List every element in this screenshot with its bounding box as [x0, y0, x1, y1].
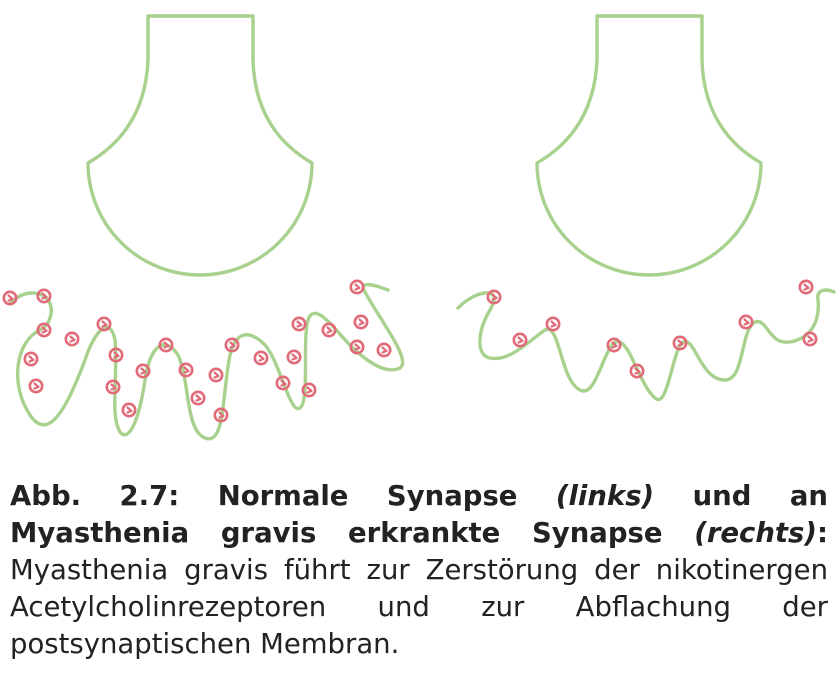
receptor — [121, 402, 137, 418]
receptor — [798, 279, 814, 295]
caption-italic-right: (rechts) — [694, 517, 817, 549]
caption-italic-left: (links) — [555, 480, 655, 512]
receptor — [321, 322, 337, 338]
receptor — [353, 314, 369, 330]
receptor — [606, 337, 622, 353]
receptor — [545, 316, 561, 332]
receptor — [349, 279, 365, 295]
receptor — [802, 331, 818, 347]
synapse-diagram — [2, 14, 836, 441]
caption-label-colon: : — [817, 517, 828, 549]
caption-label: Abb. 2.7: Normale Synapse — [10, 480, 556, 512]
receptor — [36, 288, 52, 304]
receptor — [512, 332, 528, 348]
receptor — [190, 390, 206, 406]
receptor — [28, 378, 44, 394]
caption-label-middle: und an Myasthenia gravis erkrankte Synap… — [10, 480, 828, 549]
receptor — [105, 379, 121, 395]
receptor — [738, 314, 754, 330]
presynaptic-terminal-right — [535, 14, 763, 277]
receptor — [208, 367, 224, 383]
caption-body: Myasthenia gravis führt zur Zerstörung d… — [10, 554, 828, 660]
postsynaptic-membrane-left — [8, 282, 405, 441]
postsynaptic-membrane-right — [456, 288, 836, 402]
receptor — [23, 351, 39, 367]
receptor — [376, 342, 392, 358]
receptor — [291, 316, 307, 332]
receptor — [286, 349, 302, 365]
receptor — [64, 331, 80, 347]
presynaptic-terminal-left — [86, 14, 314, 277]
receptors-normal — [2, 279, 392, 423]
receptor — [253, 350, 269, 366]
figure-caption: Abb. 2.7: Normale Synapse (links) und an… — [10, 478, 828, 663]
